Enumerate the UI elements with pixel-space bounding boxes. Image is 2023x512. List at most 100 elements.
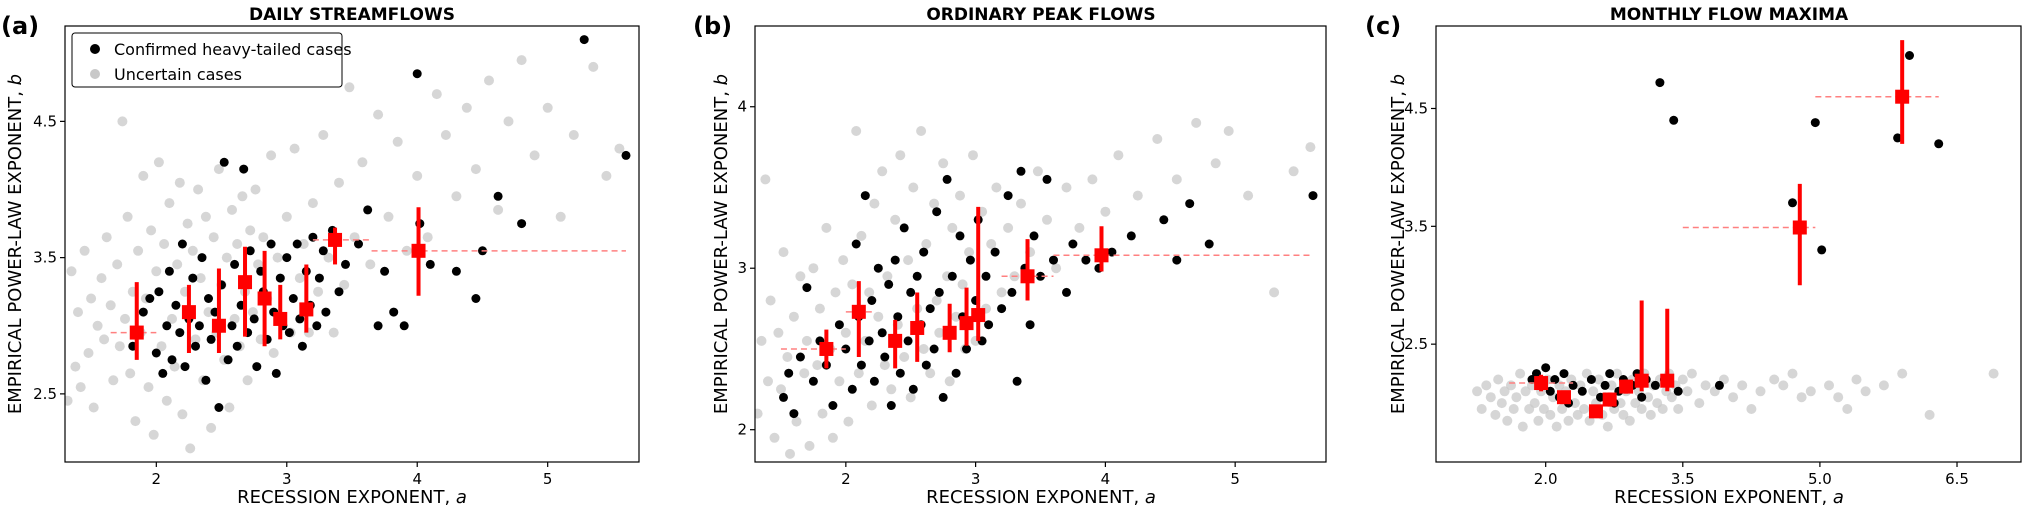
bin-median-marker [1556,390,1571,405]
uncertain-point [905,392,916,403]
panel-c: (c) MONTHLY FLOW MAXIMA 2.0 3.5 5.0 6.5 2.5 3… [1365,5,2022,508]
confirmed-point [1007,287,1017,297]
uncertain-point [195,273,206,284]
confirmed-point [906,287,916,297]
confirmed-point [1893,133,1903,143]
uncertain-point [1016,198,1026,209]
uncertain-point [133,245,144,256]
uncertain-point [122,211,133,222]
confirmed-point [206,334,216,344]
confirmed-point [1025,320,1035,330]
uncertain-point [843,416,854,427]
uncertain-point [851,126,862,136]
uncertain-point [801,335,812,346]
uncertain-point [964,247,975,258]
uncertain-point [412,170,423,181]
uncertain-point [1511,392,1522,403]
uncertain-point [138,170,149,181]
confirmed-point [158,368,168,378]
confirmed-point [856,360,866,370]
uncertain-point [224,402,235,413]
confirmed-point [1586,375,1596,384]
confirmed-point [312,321,322,331]
uncertain-point [130,416,141,427]
uncertain-point [1563,415,1574,426]
uncertain-point [161,395,172,406]
uncertain-point [785,448,795,459]
uncertain-point [1787,368,1798,379]
uncertain-point [1003,222,1014,233]
uncertain-point [268,348,279,358]
uncertain-point [1624,415,1635,426]
confirmed-point [965,255,975,265]
uncertain-point [542,102,553,113]
confirmed-point [828,401,838,410]
uncertain-point [755,408,763,419]
uncertain-point [1269,287,1280,298]
bin-median-marker [1534,376,1549,391]
panel-b-letter: (b) [693,12,732,40]
uncertain-point [117,116,128,127]
uncertain-point [1630,398,1641,409]
uncertain-point [1636,404,1647,414]
confirmed-point [932,207,942,217]
uncertain-point [245,225,256,236]
bin-median-marker [299,302,314,317]
uncertain-point [776,384,786,395]
confirmed-point [1204,239,1214,249]
confirmed-point [389,307,399,317]
uncertain-point [1666,392,1677,403]
uncertain-point [890,214,901,225]
uncertain-point [1737,380,1748,391]
uncertain-point [323,252,334,263]
confirmed-point [275,273,285,283]
legend-uncertain-label: Uncertain cases [114,65,242,84]
y-tick-label: 4 [737,98,747,116]
uncertain-point [1700,380,1711,391]
confirmed-point [903,336,913,346]
confirmed-point [893,312,903,322]
uncertain-point [1485,392,1496,403]
legend-uncertain-marker [90,69,100,79]
confirmed-point [869,376,879,386]
x-tick-label: 2 [841,470,851,488]
uncertain-point [294,273,305,284]
y-tick-label: 2 [737,421,747,439]
confirmed-point [1185,199,1195,209]
uncertain-point [778,247,789,258]
uncertain-point [70,361,81,372]
y-tick-label: 2.5 [33,385,57,403]
confirmed-point [942,174,952,184]
uncertain-point [1538,404,1549,414]
uncertain-point [431,89,442,100]
uncertain-point [908,182,919,193]
confirmed-point [162,321,172,331]
uncertain-point [266,150,277,161]
y-tick-label: 3.5 [1404,217,1428,235]
uncertain-point [153,157,164,168]
confirmed-point [784,368,794,378]
confirmed-point [895,368,905,378]
uncertain-point [929,198,940,209]
uncertain-point [1481,380,1492,391]
panel-a-marks [65,35,631,454]
confirmed-point [154,287,164,297]
uncertain-point [903,255,914,266]
confirmed-point [1016,166,1026,176]
confirmed-point [1107,247,1117,257]
uncertain-point [853,368,864,379]
confirmed-point [292,239,302,249]
legend-box [71,32,343,88]
panel-b-plot: 2 3 4 5 2 3 4 [737,98,1318,488]
uncertain-point [1606,380,1617,391]
uncertain-point [206,422,217,433]
confirmed-point [373,321,383,331]
uncertain-point [568,130,579,140]
uncertain-point [873,311,884,322]
confirmed-point [266,239,276,249]
uncertain-point [1657,404,1668,414]
confirmed-point [517,219,527,229]
bin-median-marker [181,305,196,320]
confirmed-point [997,304,1007,314]
